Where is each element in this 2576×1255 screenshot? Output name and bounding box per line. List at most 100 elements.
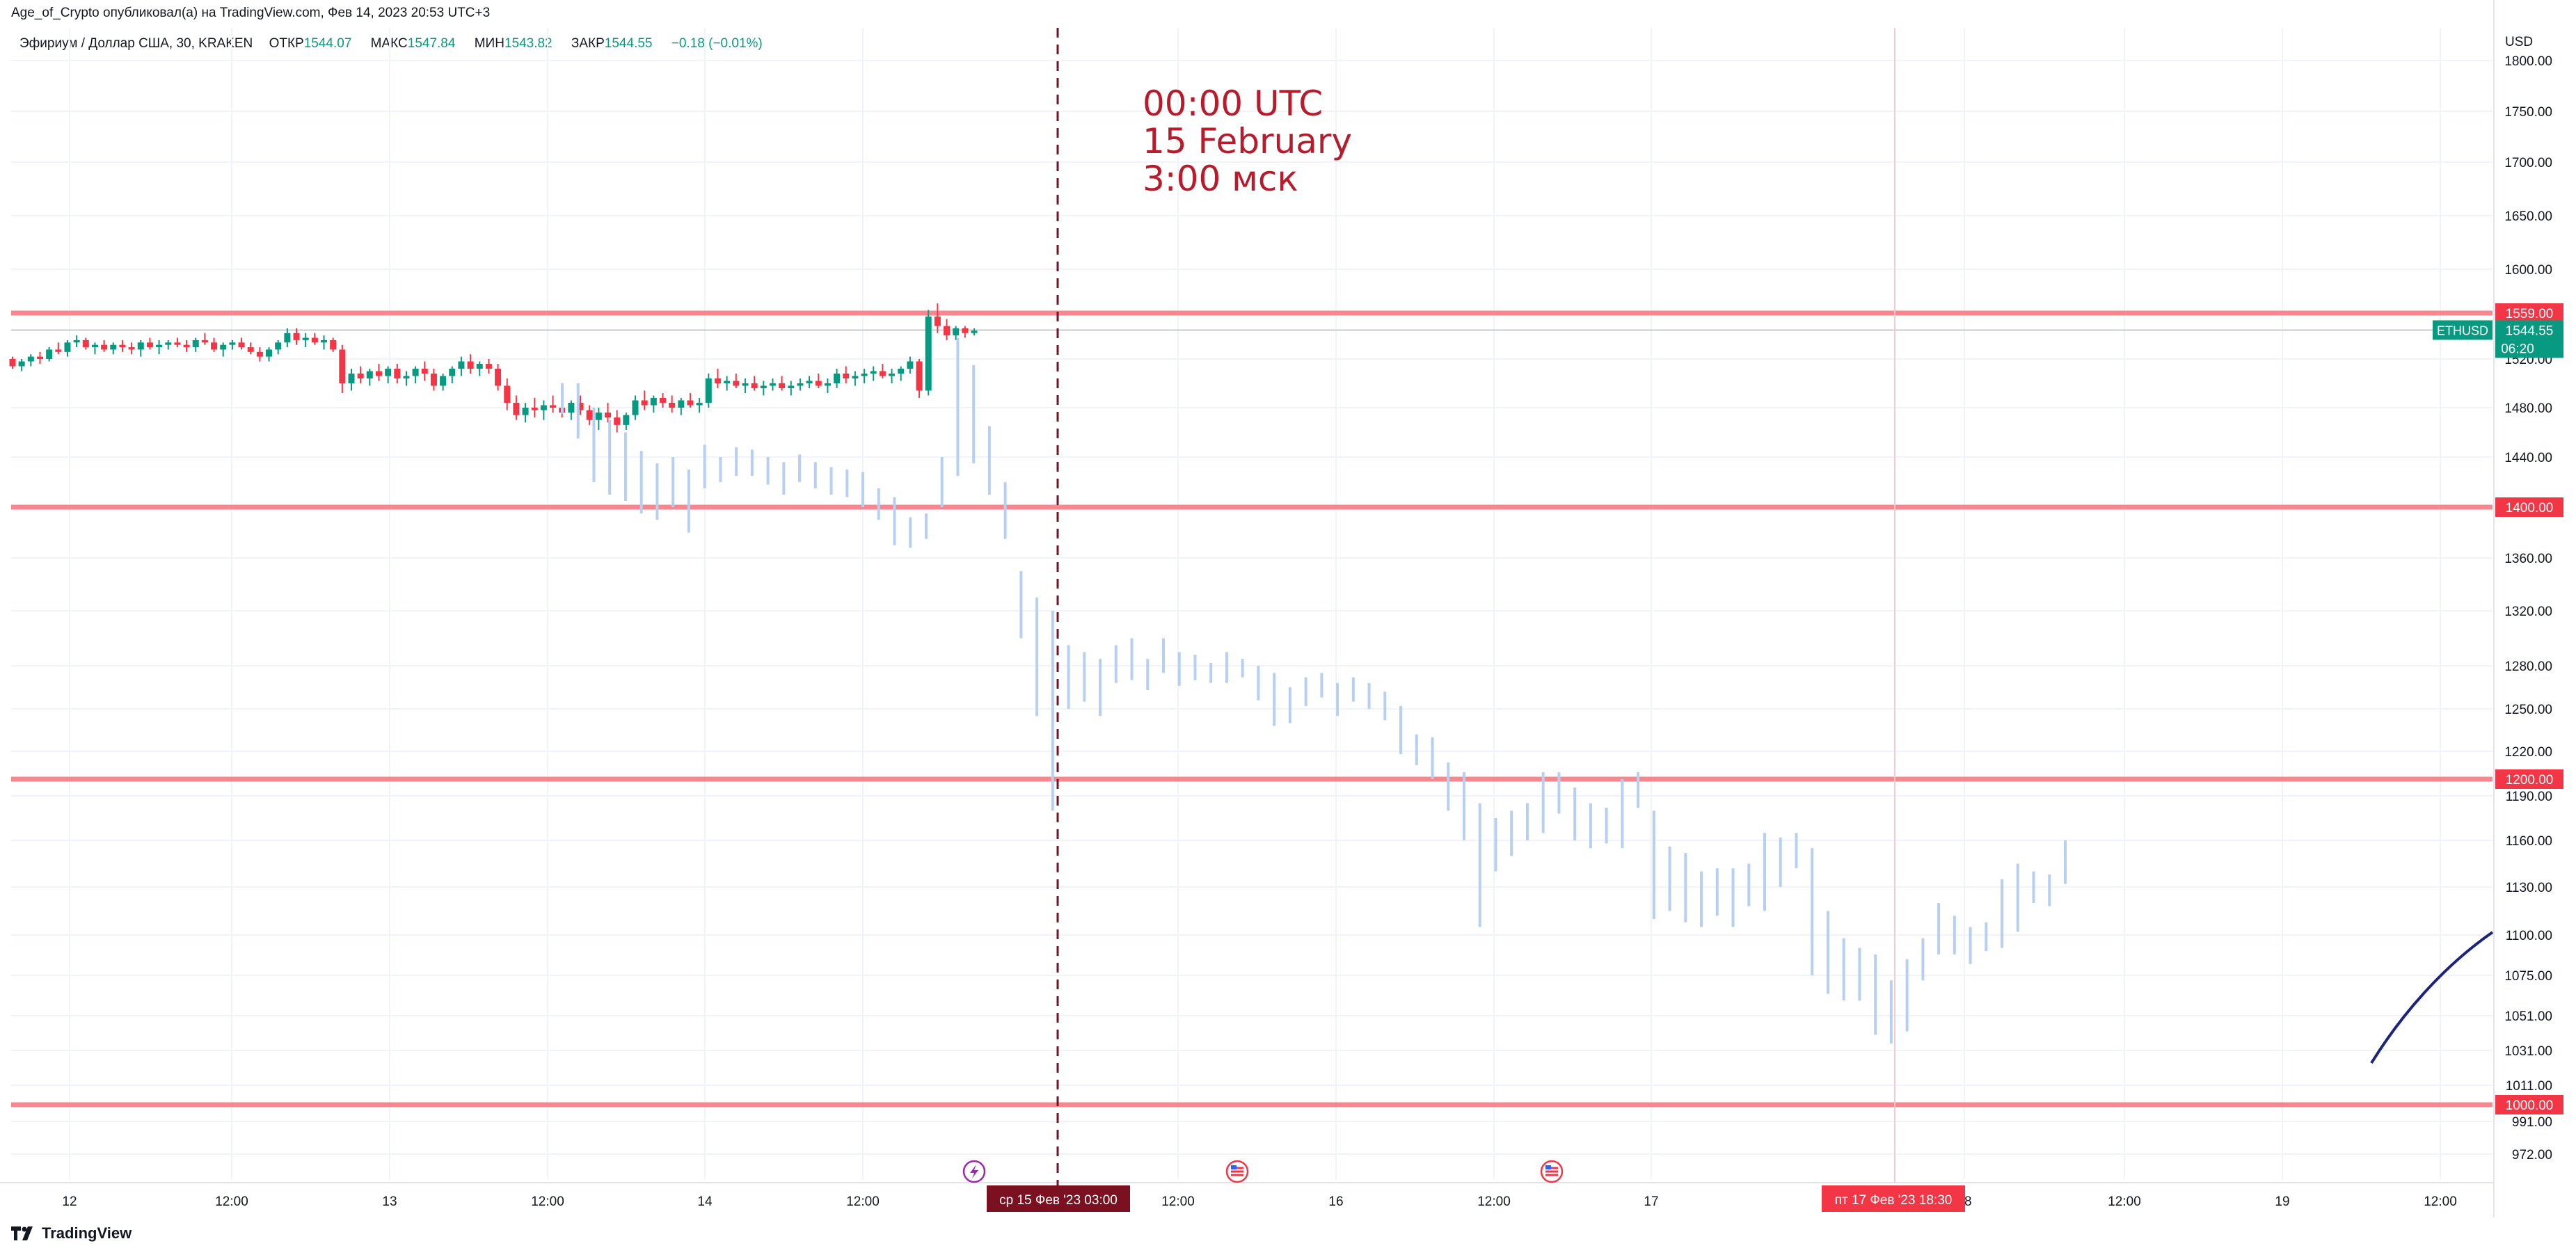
candle[interactable] (156, 339, 163, 355)
candle[interactable] (412, 366, 419, 384)
candle[interactable] (760, 381, 767, 396)
candle[interactable] (916, 359, 923, 398)
candle[interactable] (440, 374, 447, 391)
candle[interactable] (82, 337, 89, 350)
candle[interactable] (366, 369, 373, 386)
candle[interactable] (174, 337, 181, 348)
candle[interactable] (46, 347, 53, 362)
candle[interactable] (953, 326, 960, 340)
candle[interactable] (64, 339, 71, 357)
candle[interactable] (302, 333, 309, 348)
candle[interactable] (907, 356, 914, 374)
candle[interactable] (779, 376, 786, 391)
candle[interactable] (403, 371, 410, 386)
candle[interactable] (165, 339, 172, 350)
candle[interactable] (9, 356, 16, 369)
candle[interactable] (256, 347, 263, 362)
candle[interactable] (55, 342, 62, 355)
candle[interactable] (650, 395, 657, 413)
candle[interactable] (724, 376, 731, 391)
candle[interactable] (137, 339, 144, 357)
candle[interactable] (476, 361, 483, 376)
candle[interactable] (568, 400, 575, 420)
candle[interactable] (678, 398, 685, 415)
candle[interactable] (797, 378, 804, 391)
candle[interactable] (614, 410, 621, 433)
candle[interactable] (73, 335, 80, 348)
us-flag-event-icon[interactable] (1225, 1160, 1249, 1183)
candle[interactable] (879, 364, 886, 378)
candle[interactable] (467, 354, 474, 374)
candle[interactable] (394, 364, 401, 383)
candle[interactable] (925, 310, 932, 396)
candle[interactable] (889, 369, 896, 383)
candle[interactable] (421, 361, 428, 381)
candle[interactable] (962, 326, 969, 338)
candle[interactable] (824, 378, 831, 393)
candle[interactable] (101, 339, 108, 352)
candle[interactable] (934, 303, 941, 333)
candle[interactable] (623, 413, 630, 430)
candle[interactable] (815, 374, 822, 388)
candle[interactable] (632, 395, 639, 420)
candle[interactable] (595, 408, 602, 430)
candle[interactable] (110, 342, 117, 355)
candle[interactable] (504, 378, 511, 410)
us-flag-event-icon[interactable] (1540, 1160, 1564, 1183)
candle[interactable] (311, 333, 318, 345)
candle[interactable] (192, 337, 199, 352)
candle[interactable] (18, 359, 25, 371)
candle[interactable] (641, 390, 648, 410)
candle[interactable] (247, 342, 254, 355)
candle[interactable] (586, 405, 593, 425)
candle[interactable] (788, 381, 795, 396)
candle[interactable] (705, 374, 712, 408)
candle[interactable] (146, 337, 153, 350)
candle[interactable] (540, 400, 547, 420)
candle[interactable] (659, 393, 666, 408)
candle[interactable] (339, 344, 346, 393)
candle[interactable] (36, 351, 43, 364)
candle[interactable] (522, 403, 529, 423)
candle[interactable] (605, 403, 612, 423)
candle[interactable] (91, 342, 98, 355)
candle[interactable] (687, 393, 694, 408)
candle[interactable] (275, 339, 282, 355)
candle[interactable] (266, 347, 273, 362)
candle[interactable] (348, 369, 355, 391)
candle[interactable] (944, 319, 951, 340)
candle[interactable] (485, 359, 492, 374)
candle[interactable] (696, 398, 703, 413)
candle[interactable] (211, 337, 218, 352)
candle[interactable] (220, 342, 227, 357)
candle[interactable] (531, 398, 538, 418)
candle[interactable] (201, 333, 208, 345)
candle[interactable] (870, 366, 877, 381)
tradingview-logo[interactable]: TradingView (11, 1224, 132, 1242)
lightning-event-icon[interactable] (962, 1160, 986, 1183)
candle[interactable] (714, 369, 721, 388)
candle[interactable] (119, 339, 126, 352)
candle[interactable] (769, 378, 776, 391)
candle[interactable] (861, 369, 868, 383)
candle[interactable] (229, 339, 236, 350)
candle[interactable] (852, 371, 859, 386)
candle[interactable] (742, 378, 749, 393)
candle[interactable] (385, 366, 392, 384)
candle[interactable] (806, 376, 813, 389)
candle[interactable] (834, 369, 841, 388)
candle[interactable] (495, 364, 502, 391)
candle[interactable] (375, 364, 382, 381)
candle[interactable] (321, 335, 328, 350)
candle[interactable] (898, 366, 905, 381)
candle[interactable] (751, 376, 758, 391)
candle[interactable] (357, 366, 364, 384)
candle[interactable] (293, 328, 300, 345)
candle[interactable] (843, 366, 850, 384)
candle[interactable] (27, 354, 34, 367)
candle[interactable] (550, 395, 557, 413)
candle[interactable] (284, 328, 291, 348)
candle[interactable] (449, 366, 456, 384)
candle[interactable] (577, 395, 584, 415)
